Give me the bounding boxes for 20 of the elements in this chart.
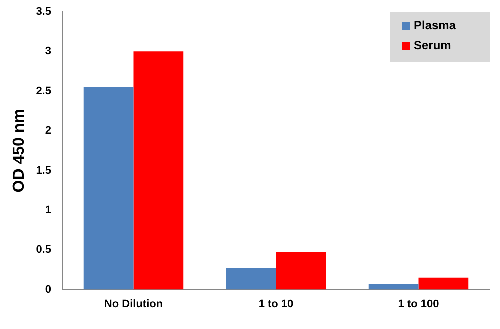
y-axis-title: OD 450 nm xyxy=(11,109,28,193)
y-tick-label: 1.5 xyxy=(36,164,52,177)
x-tick-label: 1 to 10 xyxy=(258,298,294,310)
x-tick-label: 1 to 100 xyxy=(398,298,440,310)
y-tick-label: 3 xyxy=(45,46,52,58)
y-tick-label: 0 xyxy=(45,284,52,296)
y-tick-label: 2.5 xyxy=(36,85,52,98)
y-tick-label: 1 xyxy=(45,204,52,216)
x-tick-label: No Dilution xyxy=(104,298,164,310)
bar xyxy=(84,87,134,290)
bar xyxy=(134,52,184,290)
legend-label: Serum xyxy=(414,38,452,52)
y-tick-label: 2 xyxy=(45,125,52,138)
y-tick-label: 0.5 xyxy=(36,244,52,256)
legend-label: Plasma xyxy=(414,18,456,32)
bar xyxy=(368,284,419,290)
bar xyxy=(418,278,469,290)
bar xyxy=(276,252,326,290)
y-tick-label: 3.5 xyxy=(36,6,52,18)
bar xyxy=(226,268,276,290)
